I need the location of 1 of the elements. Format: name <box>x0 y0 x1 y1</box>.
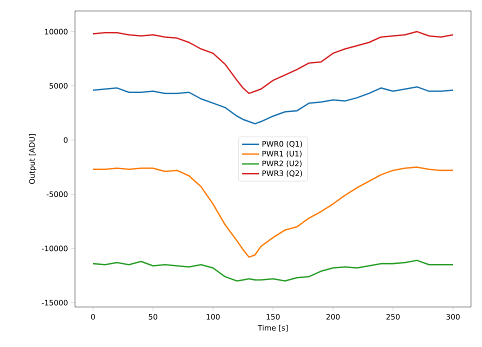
line-series <box>92 166 454 258</box>
